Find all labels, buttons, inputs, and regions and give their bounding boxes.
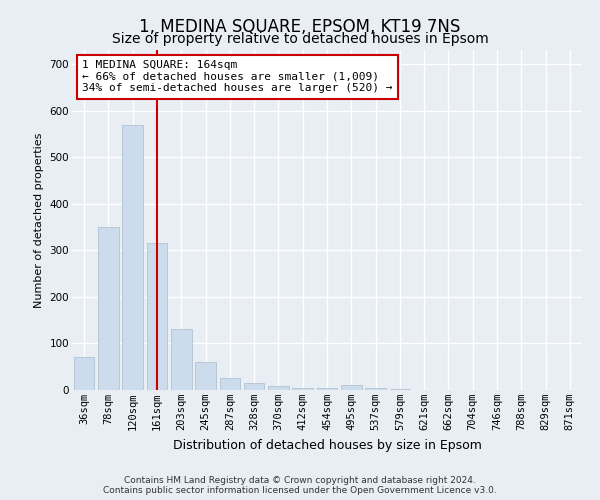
Bar [122, 124, 143, 390]
Bar [74, 358, 94, 390]
Text: 1, MEDINA SQUARE, EPSOM, KT19 7NS: 1, MEDINA SQUARE, EPSOM, KT19 7NS [139, 18, 461, 36]
Bar [317, 388, 337, 390]
Text: Contains HM Land Registry data © Crown copyright and database right 2024.
Contai: Contains HM Land Registry data © Crown c… [103, 476, 497, 495]
Bar [268, 386, 289, 390]
Bar [365, 388, 386, 390]
Bar [146, 244, 167, 390]
X-axis label: Distribution of detached houses by size in Epsom: Distribution of detached houses by size … [173, 438, 481, 452]
Bar [220, 378, 240, 390]
Text: Size of property relative to detached houses in Epsom: Size of property relative to detached ho… [112, 32, 488, 46]
Bar [292, 388, 313, 390]
Bar [98, 227, 119, 390]
Bar [244, 383, 265, 390]
Bar [171, 330, 191, 390]
Bar [389, 388, 410, 390]
Y-axis label: Number of detached properties: Number of detached properties [34, 132, 44, 308]
Text: 1 MEDINA SQUARE: 164sqm
← 66% of detached houses are smaller (1,009)
34% of semi: 1 MEDINA SQUARE: 164sqm ← 66% of detache… [82, 60, 392, 94]
Bar [341, 386, 362, 390]
Bar [195, 362, 216, 390]
